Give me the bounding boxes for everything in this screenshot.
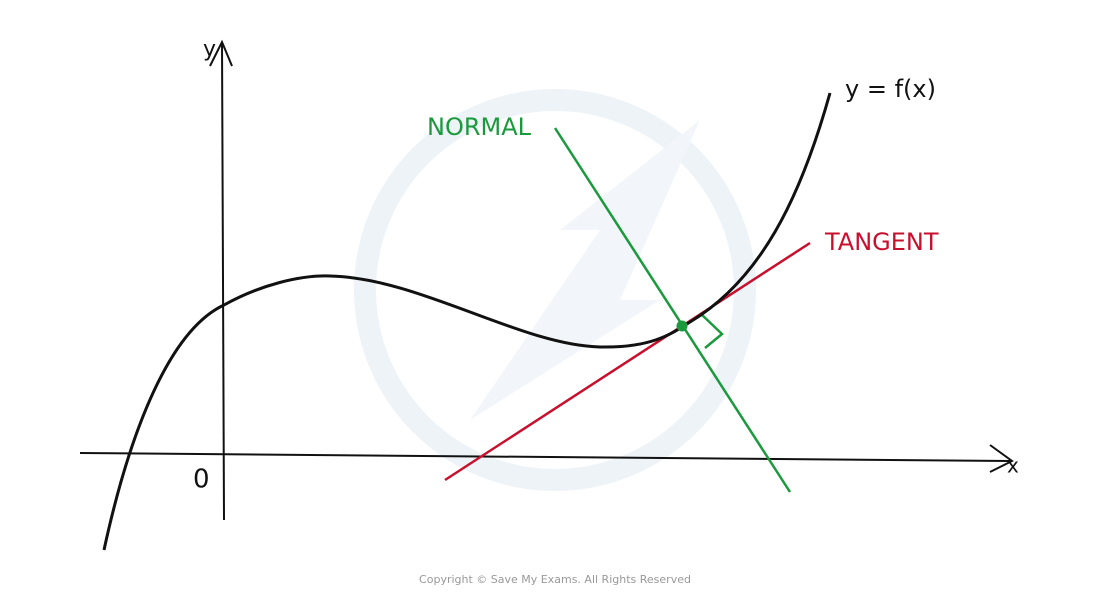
x-label: x [1007, 454, 1019, 478]
tangent-line [444, 241, 811, 482]
y-label: y [203, 37, 216, 62]
normal-label: NORMAL [427, 113, 532, 141]
curve [102, 92, 832, 551]
y-arrow [209, 39, 233, 67]
right-angle [700, 313, 724, 349]
x-arrow [989, 444, 1014, 473]
normal-line [553, 127, 792, 493]
curve-label: y = f(x) [845, 75, 936, 103]
x-axis [79, 452, 1011, 462]
origin-label: 0 [193, 465, 210, 495]
y-axis [221, 41, 225, 521]
watermark [354, 89, 756, 491]
copyright: Copyright © Save My Exams. All Rights Re… [419, 573, 691, 586]
tangent-label: TANGENT [824, 228, 939, 256]
point [676, 320, 688, 332]
watermark-bolt [470, 120, 700, 420]
